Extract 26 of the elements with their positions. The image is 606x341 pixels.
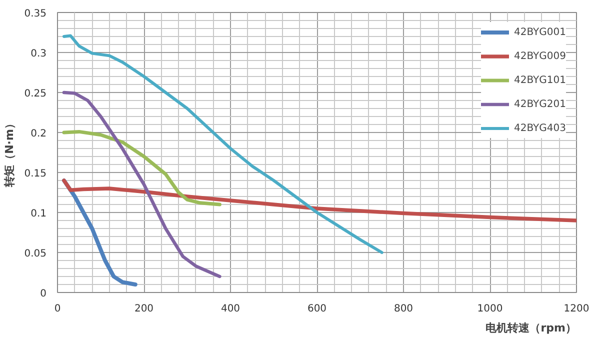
line-series — [62, 130, 222, 206]
legend-label: 42BYG101 — [514, 74, 566, 86]
legend-label: 42BYG009 — [514, 50, 566, 62]
y-tick-label: 0.3 — [30, 48, 47, 60]
x-axis-title: 电机转速（rpm） — [486, 322, 577, 334]
x-tick-label: 800 — [394, 304, 414, 314]
x-tick-label: 1000 — [477, 304, 503, 314]
x-tick-label: 0 — [54, 304, 61, 314]
y-axis-title: 转矩（N·m） — [3, 118, 16, 188]
line-series — [62, 90, 222, 278]
legend-label: 42BYG403 — [514, 122, 566, 134]
y-tick-label: 0.25 — [24, 88, 46, 100]
y-tick-label: 0.2 — [30, 128, 47, 140]
legend-label: 42BYG001 — [514, 26, 566, 38]
y-tick-label: 0.1 — [30, 208, 47, 220]
y-tick-label: 0.15 — [24, 168, 46, 180]
y-tick-label: 0.35 — [24, 8, 46, 20]
x-tick-label: 200 — [134, 304, 154, 314]
y-tick-label: 0.05 — [24, 248, 46, 260]
x-tick-label: 400 — [220, 304, 240, 314]
line-series — [62, 178, 576, 222]
y-tick-label: 0 — [40, 288, 47, 300]
legend-label: 42BYG201 — [514, 98, 566, 110]
x-tick-label: 1200 — [564, 304, 590, 314]
x-tick-label: 600 — [307, 304, 327, 314]
line-series — [62, 34, 384, 254]
